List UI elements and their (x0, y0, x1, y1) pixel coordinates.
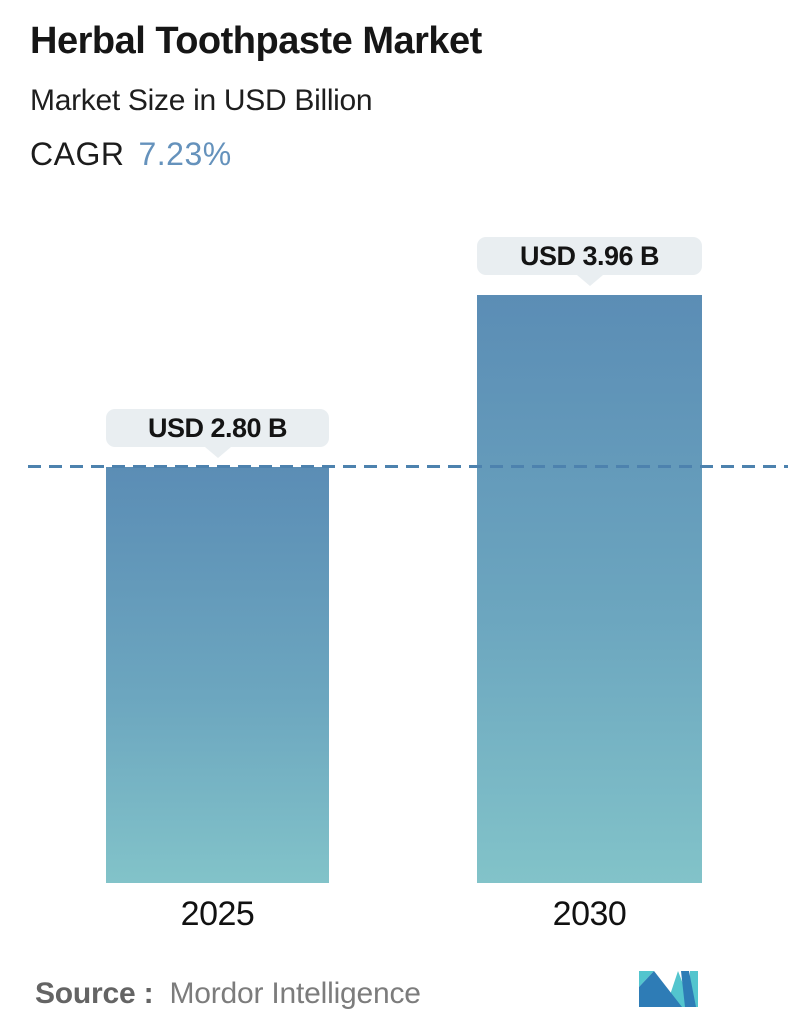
cagr-label: CAGR (30, 136, 125, 172)
source-row: Source : Mordor Intelligence (35, 977, 421, 1011)
bar-2030 (477, 295, 702, 883)
source-value: Mordor Intelligence (169, 977, 421, 1010)
value-label-bubble: USD 2.80 B (106, 409, 329, 447)
x-axis-tick-label: 2030 (552, 895, 627, 933)
x-axis-tick-label: 2025 (180, 895, 255, 933)
cagr-row: CAGR 7.23% (30, 136, 232, 173)
page-title: Herbal Toothpaste Market (30, 20, 482, 62)
bar-group: USD 2.80 B 2025 (106, 0, 329, 933)
mordor-intelligence-logo (639, 971, 698, 1007)
reference-dashed-line (28, 465, 788, 468)
bar-2025 (106, 467, 329, 883)
bar-group: USD 3.96 B 2030 (477, 0, 702, 933)
value-label: USD 3.96 B (519, 240, 660, 271)
cagr-value: 7.23% (138, 136, 232, 172)
source-label: Source : (35, 977, 154, 1010)
value-label: USD 2.80 B (147, 412, 288, 443)
value-label-bubble: USD 3.96 B (477, 237, 702, 275)
chart-subtitle: Market Size in USD Billion (30, 84, 373, 117)
